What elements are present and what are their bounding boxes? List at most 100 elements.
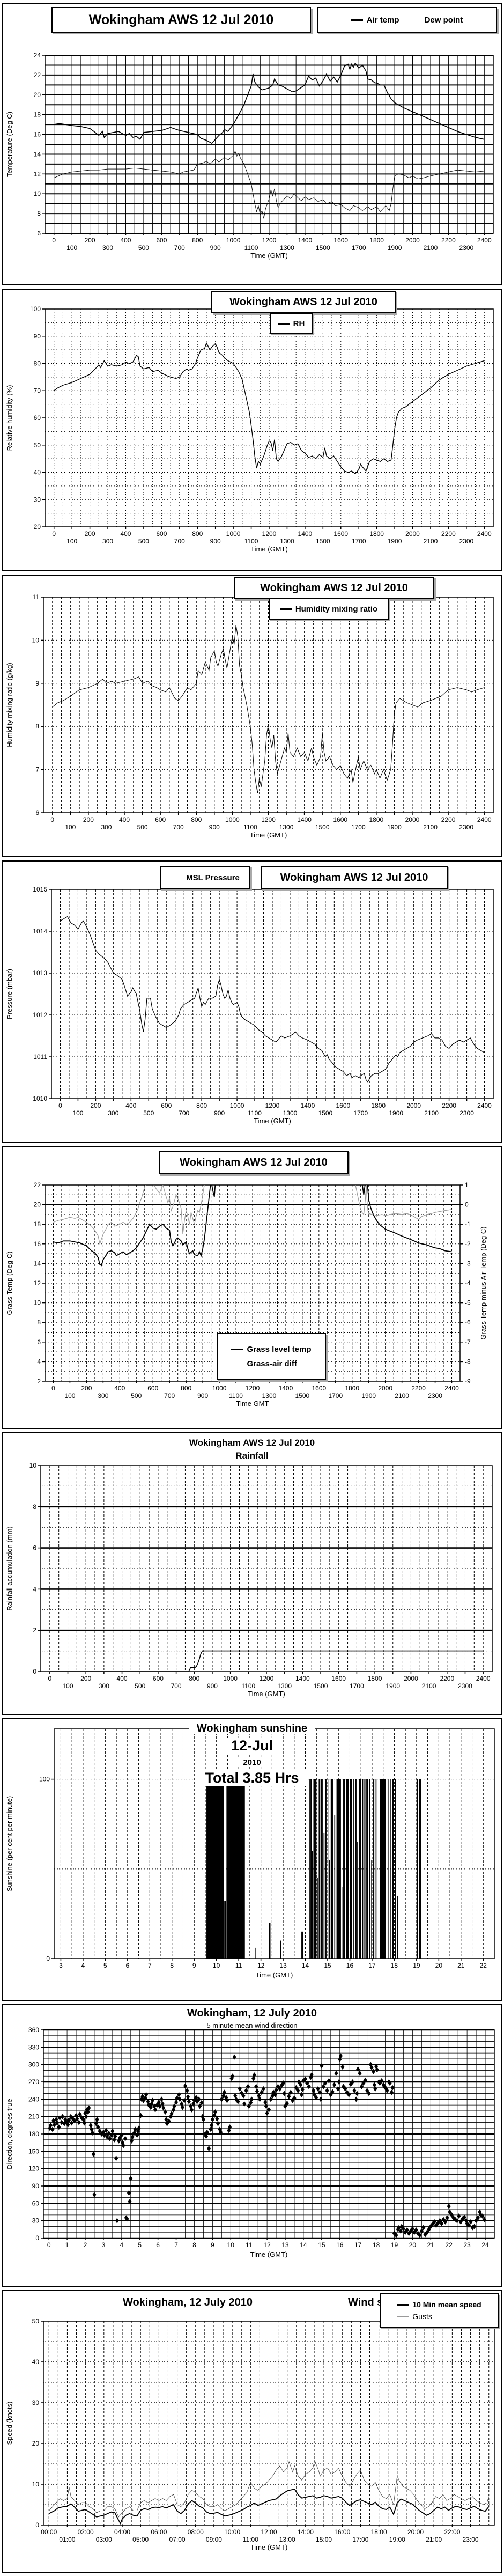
legend: Grass level temp Grass-air diff — [217, 1333, 326, 1380]
svg-text:-5: -5 — [465, 1299, 471, 1307]
svg-text:1700: 1700 — [351, 823, 366, 831]
svg-text:14: 14 — [300, 2241, 307, 2249]
svg-text:18: 18 — [34, 1220, 41, 1228]
svg-text:1012: 1012 — [33, 1011, 47, 1019]
svg-text:900: 900 — [197, 1392, 208, 1400]
svg-text:Time (GMT): Time (GMT) — [250, 252, 288, 260]
svg-text:7: 7 — [148, 1962, 152, 1969]
svg-text:7: 7 — [35, 766, 39, 774]
svg-text:2: 2 — [33, 1626, 36, 1634]
panel-msl-pressure: MSL Pressure Wokingham AWS 12 Jul 2010 1… — [2, 860, 502, 1143]
svg-text:1800: 1800 — [368, 1675, 382, 1682]
svg-text:300: 300 — [102, 538, 113, 545]
legend-item-grass-air-diff: Grass-air diff — [231, 1359, 297, 1368]
svg-text:6: 6 — [37, 230, 41, 237]
svg-text:20: 20 — [32, 2440, 40, 2447]
svg-text:1000: 1000 — [226, 237, 241, 244]
chart-subtitle: 5 minute mean wind direction — [3, 2021, 501, 2029]
svg-text:270: 270 — [28, 2078, 39, 2086]
svg-text:1100: 1100 — [244, 538, 258, 545]
svg-text:500: 500 — [138, 538, 149, 545]
svg-text:50: 50 — [34, 441, 41, 449]
svg-text:400: 400 — [120, 237, 131, 244]
svg-text:2400: 2400 — [477, 816, 492, 823]
svg-text:Rainfall accumulation (mm): Rainfall accumulation (mm) — [5, 1526, 13, 1611]
svg-text:Relative humidity (%): Relative humidity (%) — [5, 385, 13, 451]
svg-text:0: 0 — [52, 530, 56, 538]
svg-text:Time (GMT): Time (GMT) — [256, 1971, 293, 1979]
svg-text:1015: 1015 — [33, 886, 47, 893]
chart-subtitle: Rainfall — [3, 1451, 501, 1461]
chart-title: Wokingham AWS 12 Jul 2010 — [159, 1151, 349, 1174]
svg-text:1013: 1013 — [33, 969, 47, 977]
legend: Air temp Dew point — [317, 7, 497, 33]
svg-text:6: 6 — [35, 809, 39, 816]
svg-text:600: 600 — [153, 1675, 164, 1682]
svg-text:4: 4 — [33, 1585, 36, 1593]
svg-text:2000: 2000 — [405, 530, 420, 538]
hmr-line-swatch — [279, 608, 292, 610]
svg-text:60: 60 — [34, 414, 41, 422]
svg-text:12: 12 — [263, 2241, 271, 2249]
svg-text:1100: 1100 — [241, 1682, 255, 1690]
svg-text:13:00: 13:00 — [279, 2536, 295, 2543]
svg-text:30: 30 — [32, 2399, 40, 2406]
grass-temp-line-swatch — [231, 1349, 243, 1350]
svg-text:2000: 2000 — [404, 1675, 418, 1682]
svg-text:1: 1 — [465, 1181, 469, 1189]
svg-text:1900: 1900 — [388, 244, 402, 252]
svg-text:04:00: 04:00 — [114, 2528, 130, 2536]
legend-item-mean-speed: 10 Min mean speed — [397, 2300, 481, 2309]
svg-text:10: 10 — [29, 1462, 37, 1469]
svg-text:24: 24 — [481, 2241, 489, 2249]
panel-air-temp-dew-point: Wokingham AWS 12 Jul 2010 Air temp Dew p… — [2, 3, 502, 285]
svg-text:1600: 1600 — [333, 816, 347, 823]
svg-text:07:00: 07:00 — [169, 2536, 186, 2543]
svg-text:02:00: 02:00 — [78, 2528, 94, 2536]
svg-text:0: 0 — [35, 2521, 39, 2529]
svg-text:2300: 2300 — [459, 244, 473, 252]
svg-text:2400: 2400 — [477, 530, 492, 538]
svg-text:2000: 2000 — [405, 237, 420, 244]
humidity-mixing-ratio-chart-plot: 6 7 8 9 10 11 0 200 400 600 800 1000 1200 1400 1600 180… — [5, 593, 494, 839]
svg-text:80: 80 — [34, 360, 41, 367]
svg-text:06:00: 06:00 — [151, 2528, 167, 2536]
svg-text:400: 400 — [119, 816, 130, 823]
svg-text:1400: 1400 — [295, 1675, 310, 1682]
chart-title: Wokingham sunshine — [3, 1723, 501, 1735]
svg-text:400: 400 — [114, 1385, 125, 1392]
svg-text:600: 600 — [155, 816, 166, 823]
svg-text:20: 20 — [34, 1201, 41, 1209]
svg-text:200: 200 — [85, 237, 95, 244]
svg-text:16: 16 — [346, 1962, 354, 1969]
svg-text:3: 3 — [59, 1962, 63, 1969]
svg-text:2200: 2200 — [441, 530, 456, 538]
svg-text:17:00: 17:00 — [352, 2536, 368, 2543]
svg-text:1600: 1600 — [312, 1385, 326, 1392]
svg-text:18: 18 — [34, 111, 41, 119]
svg-text:6: 6 — [125, 1962, 129, 1969]
svg-text:700: 700 — [179, 1109, 189, 1117]
chart-total-label: Total 3.85 Hrs — [3, 1770, 501, 1786]
svg-text:14: 14 — [34, 1260, 41, 1267]
svg-text:900: 900 — [209, 823, 220, 831]
svg-text:2400: 2400 — [477, 1102, 492, 1109]
svg-text:1014: 1014 — [33, 928, 47, 935]
svg-text:400: 400 — [125, 1102, 136, 1109]
svg-text:100: 100 — [66, 244, 77, 252]
svg-text:1000: 1000 — [223, 1675, 238, 1682]
svg-text:1200: 1200 — [265, 1102, 280, 1109]
svg-text:08:00: 08:00 — [188, 2528, 204, 2536]
svg-text:2100: 2100 — [395, 1392, 409, 1400]
svg-text:1500: 1500 — [315, 823, 330, 831]
svg-text:2200: 2200 — [442, 1102, 456, 1109]
svg-text:7: 7 — [174, 2241, 178, 2249]
chart-title: Wokingham AWS 12 Jul 2010 — [261, 866, 448, 889]
svg-text:2200: 2200 — [441, 237, 456, 244]
svg-text:0: 0 — [48, 1675, 51, 1682]
svg-text:600: 600 — [156, 237, 167, 244]
svg-text:13: 13 — [281, 2241, 289, 2249]
panel-sunshine: Wokingham sunshine 12-Jul 2010 Total 3.8… — [2, 1718, 502, 2001]
legend: MSL Pressure — [160, 866, 250, 889]
